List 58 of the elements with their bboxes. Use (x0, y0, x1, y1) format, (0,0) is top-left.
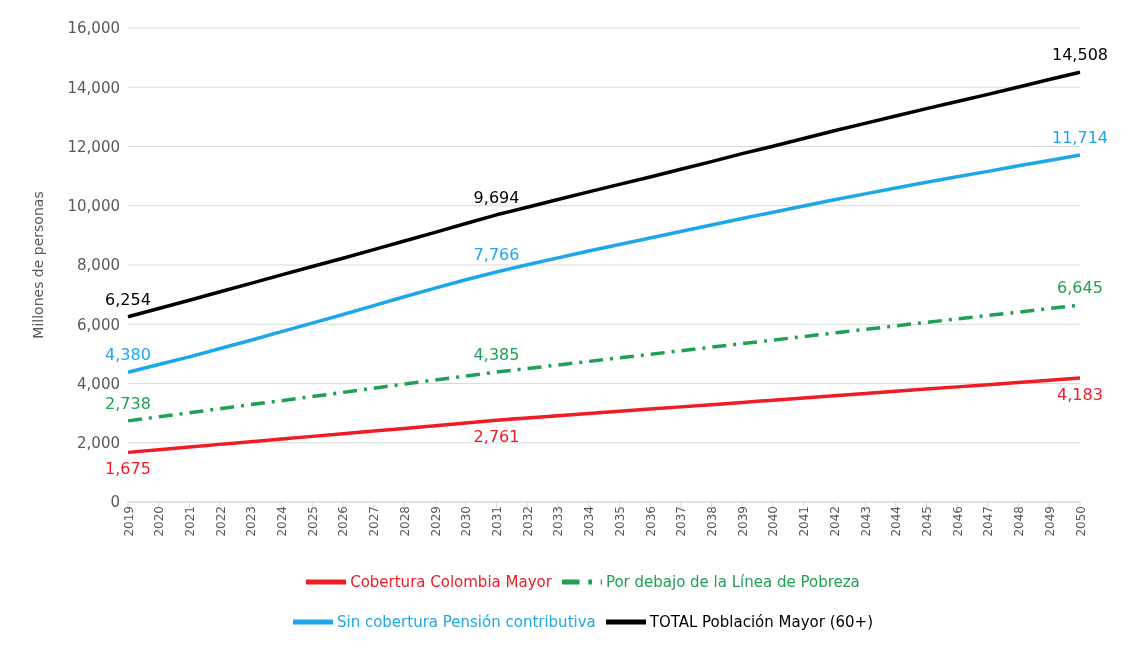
y-tick-label: 4,000 (77, 374, 120, 393)
legend-label: Sin cobertura Pensión contributiva (336, 612, 596, 631)
data-label: 2,738 (105, 393, 151, 413)
x-tick-label: 2041 (797, 506, 812, 537)
x-tick-label: 2040 (766, 506, 781, 537)
x-tick-label: 2038 (705, 506, 719, 537)
x-tick-label: 2034 (582, 506, 597, 537)
y-tick-label: 0 (110, 493, 120, 512)
data-label: 11,714 (1052, 127, 1108, 147)
x-tick-label: 2032 (520, 506, 535, 537)
x-tick-label: 2046 (950, 506, 965, 537)
x-tick-label: 2024 (275, 506, 290, 537)
x-tick-label: 2022 (213, 506, 228, 537)
data-label: 7,766 (473, 244, 520, 264)
x-tick-label: 2039 (735, 506, 750, 537)
x-tick-label: 2042 (827, 506, 842, 537)
data-label: 4,380 (105, 345, 151, 365)
y-tick-label: 8,000 (77, 256, 120, 275)
x-tick-label: 2027 (367, 506, 382, 537)
data-label: 6,254 (105, 289, 151, 309)
x-tick-label: 2019 (121, 506, 136, 537)
data-label: 2,761 (473, 427, 520, 447)
y-tick-label: 10,000 (67, 197, 120, 216)
y-tick-label: 12,000 (67, 137, 120, 156)
y-tick-label: 14,000 (67, 78, 120, 97)
x-tick-label: 2021 (182, 506, 197, 537)
x-tick-label: 2028 (397, 506, 412, 537)
y-tick-label: 16,000 (67, 19, 120, 38)
x-tick-label: 2023 (244, 506, 259, 537)
x-tick-label: 2044 (889, 506, 904, 537)
x-tick-label: 2050 (1073, 506, 1088, 537)
y-axis-title: Millones de personas (29, 191, 46, 339)
data-label: 6,645 (1057, 278, 1103, 298)
data-label: 1,675 (105, 459, 151, 479)
y-tick-label: 2,000 (77, 434, 120, 453)
x-tick-label: 2036 (643, 506, 658, 537)
x-tick-label: 2049 (1042, 506, 1057, 537)
x-tick-label: 2048 (1012, 506, 1027, 537)
data-label: 4,183 (1057, 385, 1103, 405)
data-label: 4,385 (473, 345, 520, 365)
legend-label: TOTAL Población Mayor (60+) (649, 612, 874, 631)
x-tick-label: 2047 (981, 506, 996, 537)
x-tick-label: 2030 (459, 506, 474, 537)
x-tick-label: 2025 (305, 506, 320, 537)
data-label: 14,508 (1052, 45, 1108, 65)
x-tick-label: 2037 (674, 506, 689, 537)
x-tick-label: 2020 (152, 506, 167, 537)
x-tick-label: 2045 (919, 506, 934, 537)
x-tick-label: 2026 (336, 506, 351, 537)
x-tick-label: 2029 (428, 506, 443, 537)
x-tick-label: 2031 (490, 506, 505, 537)
x-tick-label: 2033 (551, 506, 566, 537)
legend-label: Cobertura Colombia Mayor (350, 572, 552, 591)
data-label: 9,694 (473, 187, 520, 207)
legend-label: Por debajo de la Línea de Pobreza (605, 572, 860, 591)
x-tick-label: 2043 (858, 506, 873, 537)
y-tick-label: 6,000 (77, 315, 120, 334)
x-tick-label: 2035 (612, 506, 627, 537)
